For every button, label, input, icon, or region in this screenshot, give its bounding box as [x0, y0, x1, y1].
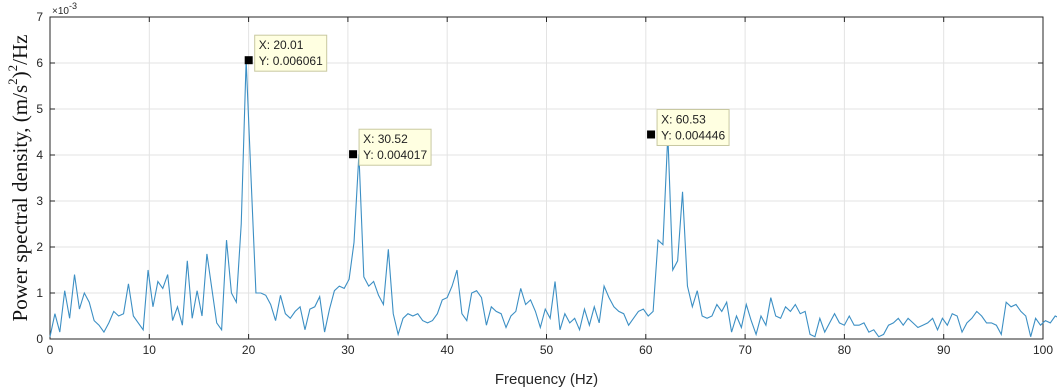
x-tick-label: 10 [143, 343, 157, 357]
y-axis-label-tail: ) [8, 71, 32, 78]
y-axis-ticks: 0 1 2 3 4 5 6 7 [36, 10, 1043, 346]
y-tick-label: 7 [36, 10, 43, 24]
datatip-marker [244, 56, 253, 65]
datatip-marker [647, 130, 656, 139]
x-tick-label: 40 [441, 343, 455, 357]
x-tick-label: 20 [242, 343, 256, 357]
y-axis-label-sup2: 2 [5, 65, 20, 72]
y-tick-label: 3 [36, 194, 43, 208]
y-tick-label: 5 [36, 102, 43, 116]
datatip-y-text: Y: 0.004446 [661, 128, 725, 142]
x-tick-label: 60 [639, 343, 653, 357]
x-tick-label: 30 [341, 343, 355, 357]
psd-series-line [49, 60, 1057, 338]
datatip[interactable]: X: 60.53 Y: 0.004446 [647, 108, 730, 146]
datatip-marker [349, 150, 358, 159]
datatip-box [656, 108, 730, 146]
y-axis-label: Power spectral density, (m/s2)2/Hz [5, 35, 31, 322]
y-axis-exponent: ×10-3 [52, 1, 77, 17]
datatip-y-text: Y: 0.004017 [363, 148, 427, 162]
datatip-x-text: X: 30.52 [363, 132, 408, 146]
datatip-x-text: X: 60.53 [661, 112, 706, 126]
y-tick-label: 0 [36, 332, 43, 346]
datatip-box [254, 34, 328, 72]
datatip[interactable]: X: 30.52 Y: 0.004017 [349, 128, 432, 166]
y-tick-label: 1 [36, 286, 43, 300]
x-axis-ticks: 0 10 20 30 40 50 60 70 80 90 100 [47, 17, 1053, 357]
x-tick-label: 100 [1033, 343, 1053, 357]
x-axis-label: Frequency (Hz) [495, 371, 598, 388]
y-tick-label: 6 [36, 56, 43, 70]
datatip[interactable]: X: 20.01 Y: 0.006061 [244, 34, 328, 72]
y-exponent-power: -3 [69, 1, 77, 11]
x-tick-label: 90 [937, 343, 951, 357]
datatip-box [358, 128, 432, 166]
x-tick-label: 70 [738, 343, 752, 357]
datatip-y-text: Y: 0.006061 [259, 54, 323, 68]
datatip-x-text: X: 20.01 [259, 38, 304, 52]
x-tick-label: 80 [838, 343, 852, 357]
grid [49, 16, 1044, 340]
y-exponent-base: ×10 [52, 6, 69, 17]
y-axis-label-main: Power spectral density, (m/s [8, 85, 32, 322]
y-tick-label: 4 [36, 148, 43, 162]
x-tick-label: 50 [540, 343, 554, 357]
y-axis-label-end: /Hz [8, 35, 32, 65]
y-tick-label: 2 [36, 240, 43, 254]
y-axis-label-sup: 2 [5, 78, 20, 85]
x-tick-label: 0 [47, 343, 54, 357]
